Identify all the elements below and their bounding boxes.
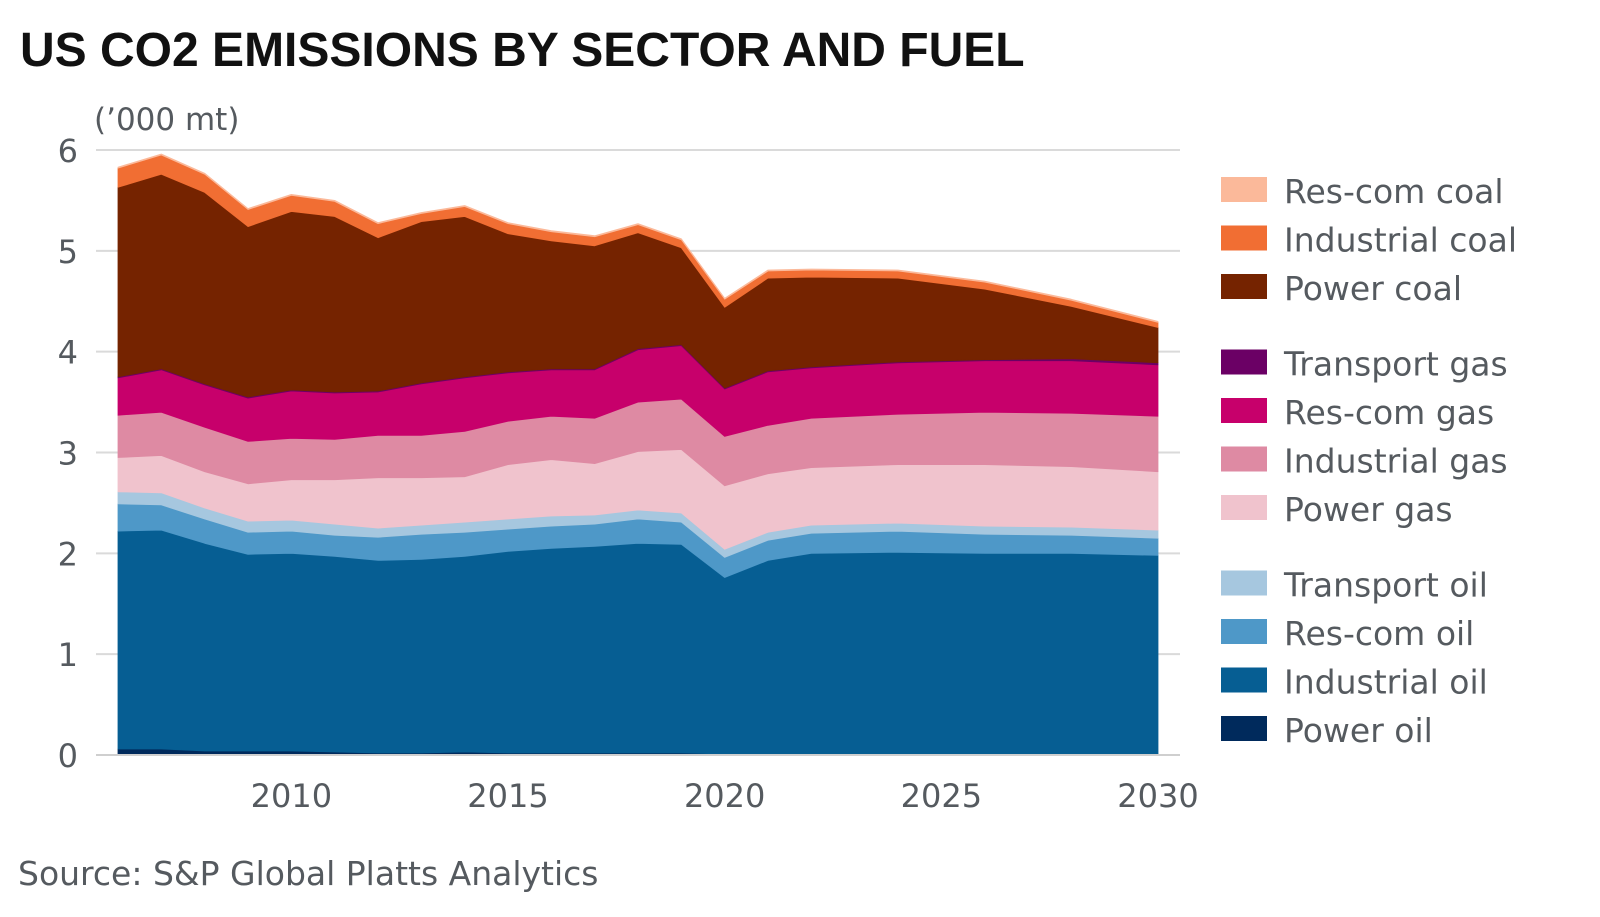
x-tick-label: 2015 bbox=[467, 777, 548, 815]
legend-label-power-coal: Power coal bbox=[1284, 269, 1462, 308]
x-tick-label: 2010 bbox=[251, 777, 332, 815]
area-res-com-coal bbox=[117, 153, 1159, 323]
legend-label-power-gas: Power gas bbox=[1284, 490, 1453, 529]
y-axis-ticks: 0 1 2 3 4 5 6 bbox=[58, 132, 78, 775]
legend-label-industrial-gas: Industrial gas bbox=[1284, 442, 1508, 481]
x-tick-label: 2030 bbox=[1117, 777, 1198, 815]
x-axis-ticks: 2010 2015 2020 2025 2030 bbox=[251, 777, 1199, 815]
y-tick-label: 5 bbox=[58, 233, 78, 271]
legend-label-transport-gas: Transport gas bbox=[1283, 345, 1508, 384]
legend-swatch-res-com-gas bbox=[1221, 398, 1267, 423]
legend-label-res-com-oil: Res-com oil bbox=[1284, 614, 1474, 653]
y-tick-label: 3 bbox=[58, 435, 78, 473]
x-tick-label: 2025 bbox=[901, 777, 982, 815]
legend-swatch-res-com-oil bbox=[1221, 619, 1267, 644]
source-note: Source: S&P Global Platts Analytics bbox=[18, 854, 598, 893]
y-tick-label: 4 bbox=[58, 334, 78, 372]
legend-label-industrial-oil: Industrial oil bbox=[1284, 663, 1488, 702]
legend-label-power-oil: Power oil bbox=[1284, 711, 1433, 750]
legend-swatch-res-com-coal bbox=[1221, 177, 1267, 202]
y-tick-label: 6 bbox=[58, 132, 78, 170]
y-tick-label: 0 bbox=[58, 737, 78, 775]
legend-swatch-power-gas bbox=[1221, 495, 1267, 520]
y-tick-label: 2 bbox=[58, 535, 78, 573]
legend-swatch-power-coal bbox=[1221, 274, 1267, 299]
x-tick-label: 2020 bbox=[684, 777, 765, 815]
area-industrial-oil bbox=[117, 529, 1159, 755]
chart-title: US CO2 EMISSIONS BY SECTOR AND FUEL bbox=[20, 24, 1025, 77]
y-axis-unit-label: (’000 mt) bbox=[94, 102, 239, 138]
legend-swatch-industrial-gas bbox=[1221, 446, 1267, 472]
legend-label-res-com-coal: Res-com coal bbox=[1284, 172, 1504, 211]
legend-label-transport-oil: Transport oil bbox=[1283, 566, 1488, 605]
legend-swatch-industrial-oil bbox=[1221, 667, 1267, 693]
legend-swatch-transport-oil bbox=[1221, 570, 1267, 596]
legend-swatch-power-oil bbox=[1221, 716, 1267, 741]
legend-label-industrial-coal: Industrial coal bbox=[1284, 221, 1517, 260]
y-tick-label: 1 bbox=[58, 636, 78, 674]
legend-swatch-transport-gas bbox=[1221, 349, 1267, 375]
legend-swatch-industrial-coal bbox=[1221, 225, 1267, 251]
legend: Res-com coal Industrial coal Power coal Tra… bbox=[1221, 172, 1517, 750]
legend-label-res-com-gas: Res-com gas bbox=[1284, 393, 1494, 432]
